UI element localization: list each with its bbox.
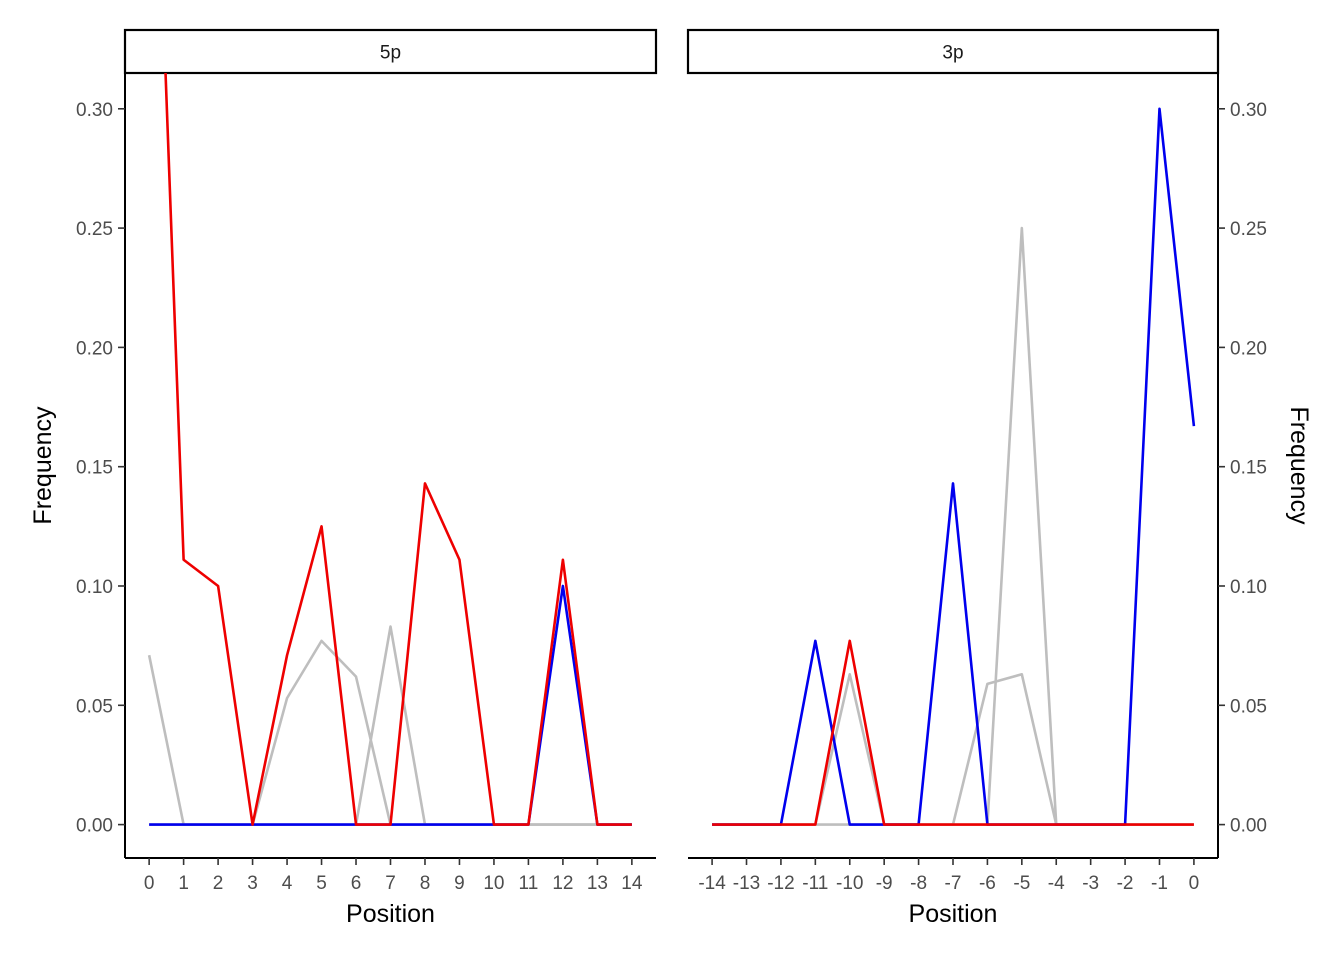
x-tick-label: -1 bbox=[1151, 873, 1168, 894]
y-tick-label: 0.05 bbox=[1230, 696, 1267, 717]
series-line-red bbox=[164, 73, 632, 826]
y-tick-label: 0.10 bbox=[76, 577, 113, 598]
y-tick-label: 0.15 bbox=[76, 458, 113, 479]
x-tick-label: 9 bbox=[454, 873, 465, 894]
x-axis-title: Position bbox=[909, 900, 998, 928]
x-tick-label: 12 bbox=[552, 873, 573, 894]
x-tick-label: 4 bbox=[282, 873, 293, 894]
y-tick-label: 0.25 bbox=[76, 219, 113, 240]
x-tick-label: 2 bbox=[213, 873, 224, 894]
x-tick-label: -9 bbox=[876, 873, 893, 894]
x-tick-label: 7 bbox=[385, 873, 396, 894]
x-tick-label: 0 bbox=[1189, 873, 1200, 894]
series-group bbox=[712, 107, 1196, 826]
x-tick-label: -5 bbox=[1013, 873, 1030, 894]
y-tick-label: 0.20 bbox=[1230, 338, 1267, 359]
x-tick-label: -14 bbox=[698, 873, 726, 894]
strip-box bbox=[123, 28, 658, 75]
series-group bbox=[147, 73, 632, 826]
y-tick-label: 0.30 bbox=[76, 100, 113, 121]
x-tick-label: -12 bbox=[767, 873, 794, 894]
x-tick-label: -11 bbox=[802, 873, 828, 894]
x-tick-label: 0 bbox=[144, 873, 155, 894]
y-tick-label: 0.20 bbox=[76, 338, 113, 359]
series-line-gray bbox=[149, 625, 632, 826]
y-axis-title: Frequency bbox=[1285, 406, 1313, 525]
x-axis-title: Position bbox=[346, 900, 435, 928]
x-tick-label: 6 bbox=[351, 873, 362, 894]
x-tick-label: -13 bbox=[733, 873, 760, 894]
strip-label: 5p bbox=[380, 43, 401, 64]
x-tick-label: -6 bbox=[979, 873, 996, 894]
y-tick-label: 0.10 bbox=[1230, 577, 1267, 598]
x-tick-label: 10 bbox=[483, 873, 504, 894]
x-tick-label: 13 bbox=[587, 873, 608, 894]
series-line-gray bbox=[712, 226, 1194, 826]
y-axis-title: Frequency bbox=[29, 406, 57, 525]
x-tick-label: -8 bbox=[910, 873, 927, 894]
x-tick-label: -7 bbox=[945, 873, 962, 894]
strip-box bbox=[686, 28, 1220, 75]
series-line-gray bbox=[147, 639, 632, 826]
x-tick-label: 8 bbox=[420, 873, 431, 894]
x-tick-label: 11 bbox=[519, 873, 539, 894]
x-tick-label: -3 bbox=[1082, 873, 1099, 894]
y-tick-label: 0.15 bbox=[1230, 458, 1267, 479]
x-tick-label: 1 bbox=[178, 873, 189, 894]
y-tick-label: 0.30 bbox=[1230, 100, 1267, 121]
x-tick-label: -10 bbox=[836, 873, 863, 894]
strip-label: 3p bbox=[942, 43, 963, 64]
panel-3p: 3p-14 -13 -12 -11 -10 -9 -8 -7 -6 -5 -4 -3 -2 -1 00.00… bbox=[686, 28, 1313, 928]
x-tick-label: -4 bbox=[1048, 873, 1065, 894]
series-line-red bbox=[712, 639, 1194, 826]
y-tick-label: 0.00 bbox=[1230, 816, 1267, 837]
y-tick-label: 0.05 bbox=[76, 696, 113, 717]
series-line-blue bbox=[712, 107, 1196, 826]
x-tick-label: -2 bbox=[1117, 873, 1134, 894]
y-tick-label: 0.25 bbox=[1230, 219, 1267, 240]
y-tick-label: 0.00 bbox=[76, 816, 113, 837]
x-tick-label: 5 bbox=[316, 873, 327, 894]
x-tick-label: 14 bbox=[621, 873, 643, 894]
x-tick-label: 3 bbox=[247, 873, 258, 894]
series-line-blue bbox=[149, 584, 632, 826]
panel-5p: 5p0 1 2 3 4 5 6 7 8 9 10 11 12 13 140.000.050.100.150.… bbox=[29, 28, 658, 928]
